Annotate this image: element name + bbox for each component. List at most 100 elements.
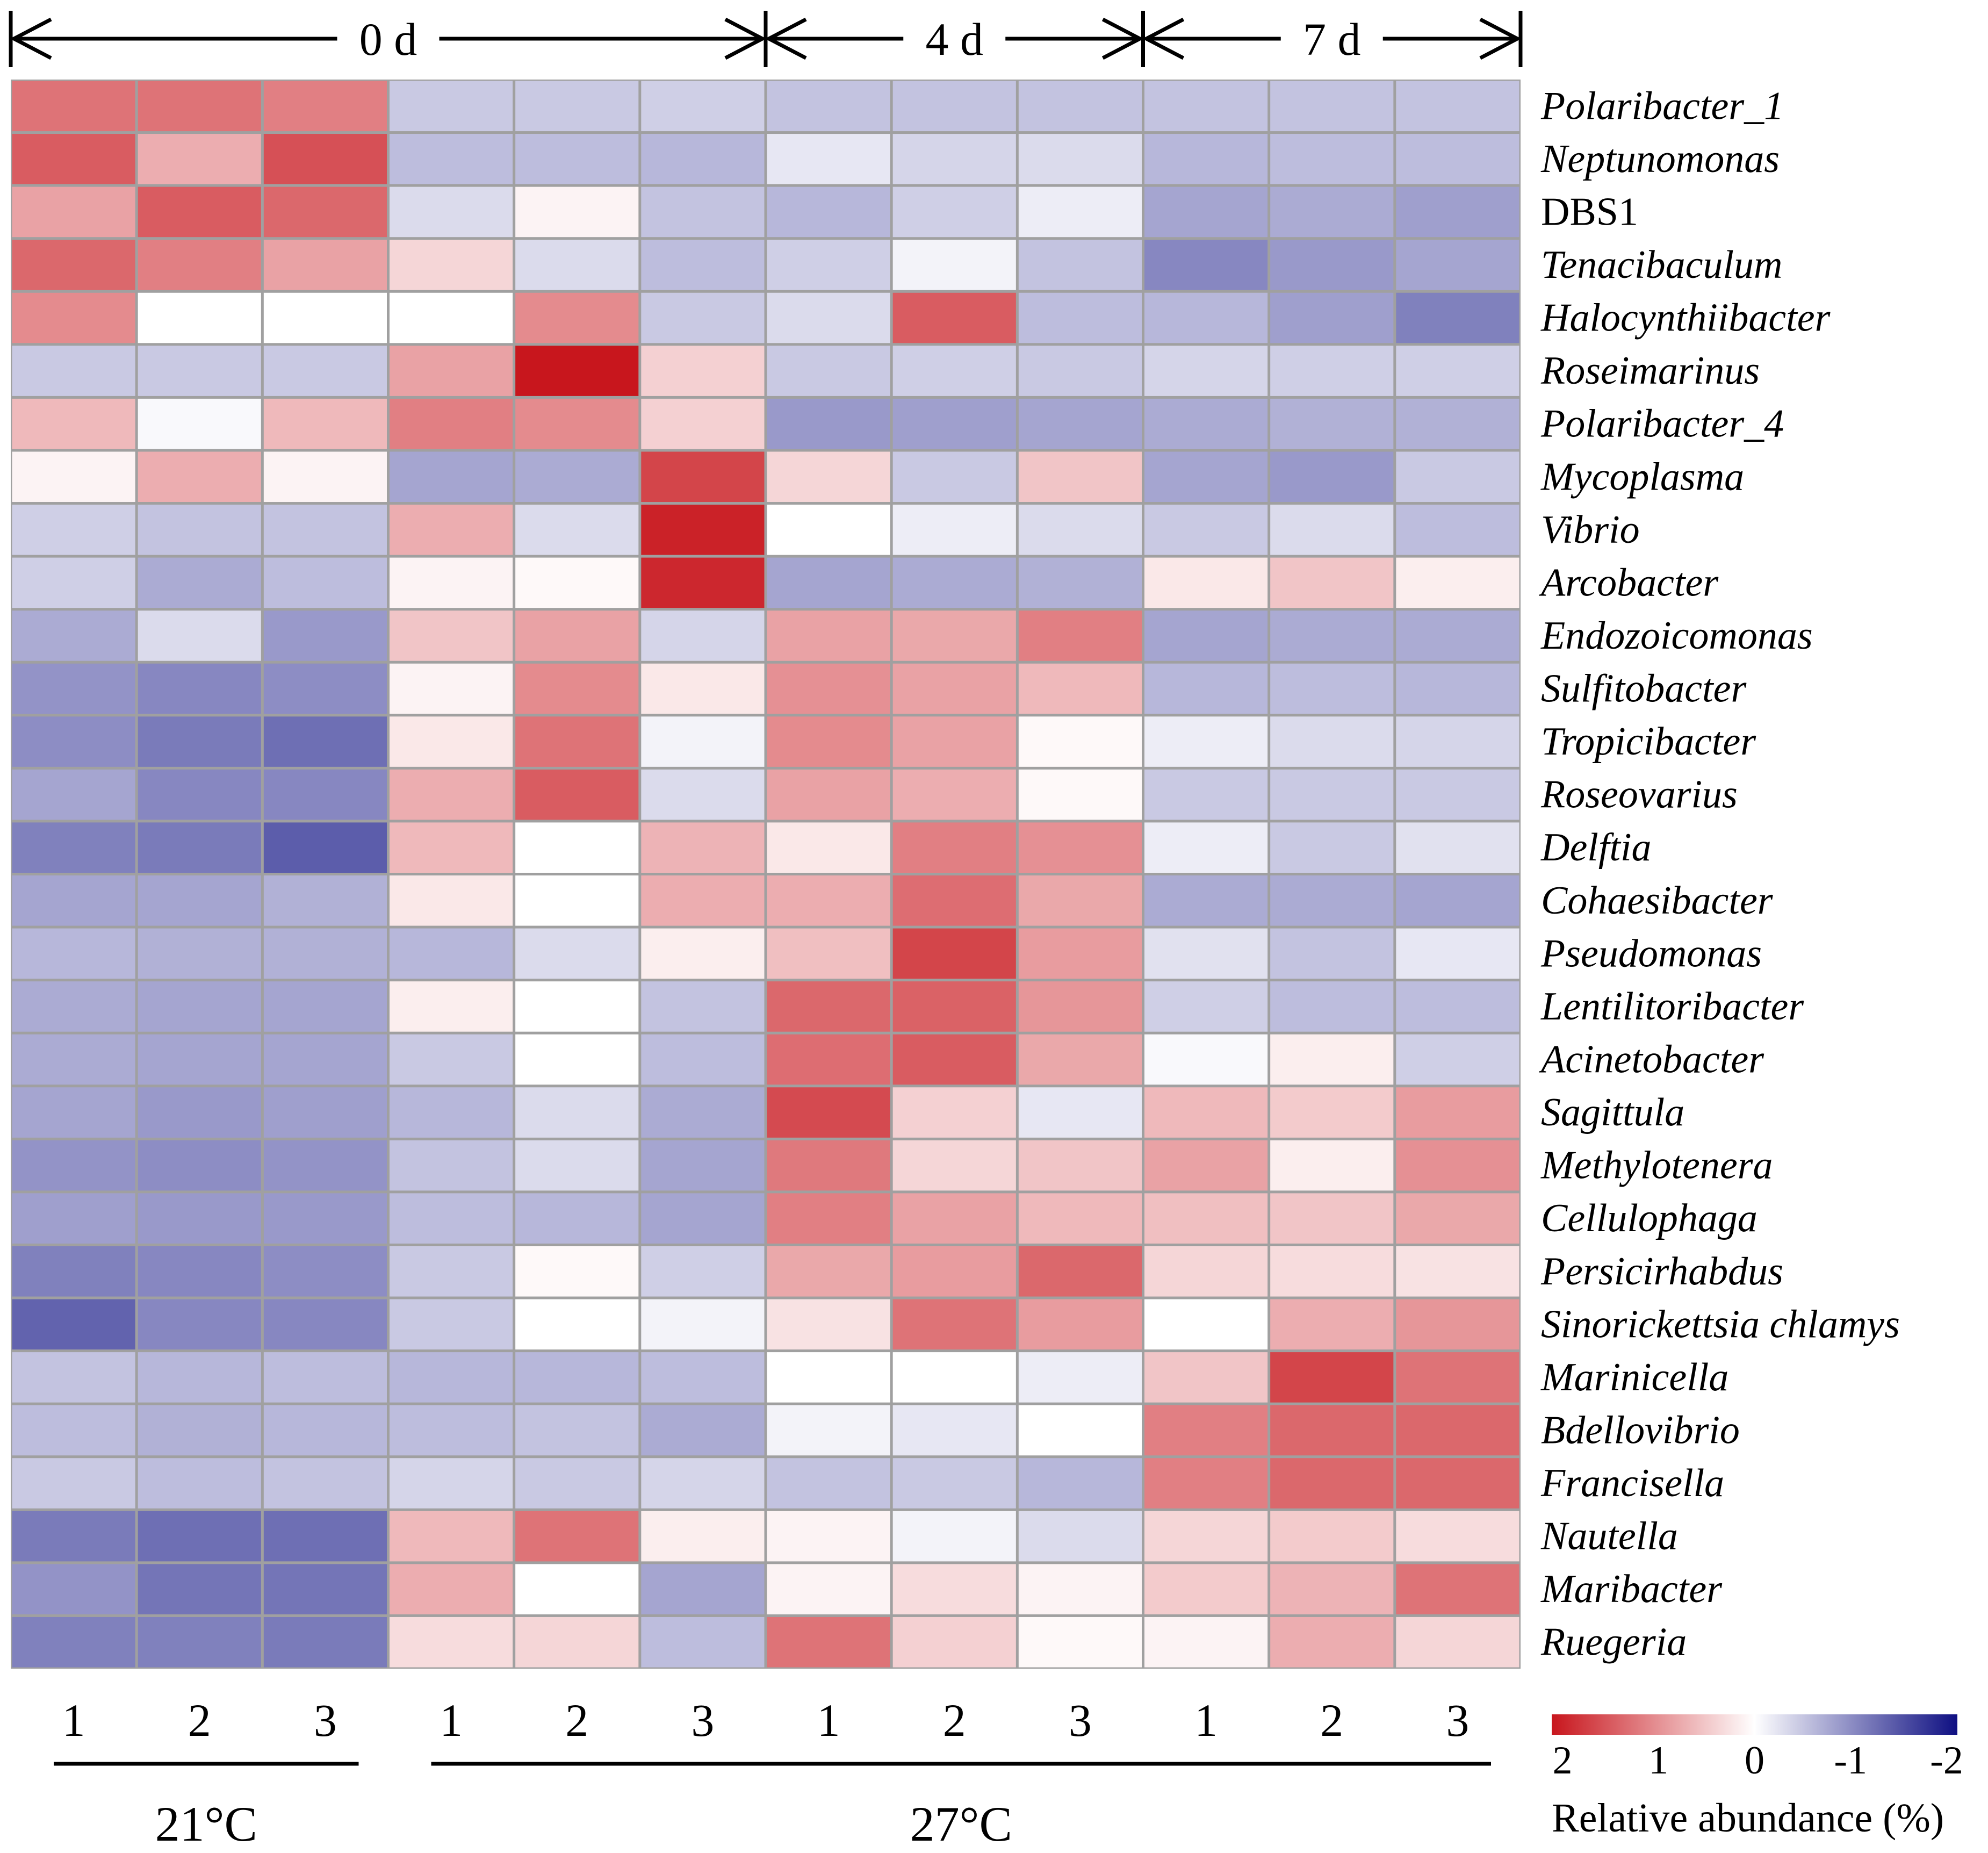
- heatmap-cell: [1396, 1246, 1519, 1297]
- heatmap-cell: [1396, 240, 1519, 290]
- heatmap-cell: [1018, 928, 1142, 979]
- heatmap-cell: [515, 398, 639, 449]
- heatmap-cell: [1270, 928, 1394, 979]
- arrowhead-left: [765, 17, 807, 60]
- heatmap-cell: [641, 398, 765, 449]
- row-label: Bdellovibrio: [1541, 1408, 1740, 1452]
- heatmap-cell: [263, 1564, 387, 1614]
- heatmap-cell: [263, 292, 387, 343]
- heatmap-cell: [1396, 451, 1519, 502]
- colorbar: 2 1 0 -1 -2 Relative abundance (%): [1552, 1714, 1963, 1841]
- heatmap-cell: [138, 1458, 261, 1509]
- heatmap-cell: [138, 981, 261, 1032]
- heatmap-cell: [263, 611, 387, 661]
- heatmap-cell: [1018, 1511, 1142, 1562]
- heatmap-cell: [390, 1299, 513, 1350]
- heatmap-cell: [1144, 822, 1268, 873]
- heatmap-cell: [1270, 1140, 1394, 1191]
- heatmap-cell: [1018, 1087, 1142, 1138]
- heatmap-cell: [12, 1140, 135, 1191]
- heatmap-cell: [1270, 557, 1394, 608]
- heatmap-cell: [1144, 1246, 1268, 1297]
- heatmap-cell: [1270, 1564, 1394, 1614]
- column-label: 2: [943, 1694, 966, 1746]
- heatmap-cell: [263, 1034, 387, 1085]
- heatmap-cell: [767, 716, 890, 767]
- row-label: Roseovarius: [1540, 773, 1738, 817]
- heatmap-cell: [1018, 398, 1142, 449]
- heatmap-cell: [12, 1193, 135, 1244]
- heatmap-cell: [515, 1034, 639, 1085]
- row-label: Lentilitoribacter: [1540, 985, 1804, 1029]
- time-group-0: 0 d: [9, 11, 768, 67]
- heatmap-cell: [1396, 398, 1519, 449]
- heatmap-cell: [263, 769, 387, 820]
- heatmap-cell: [892, 875, 1016, 926]
- heatmap-cell: [515, 1193, 639, 1244]
- heatmap-cell: [1018, 1299, 1142, 1350]
- heatmap-cell: [1018, 1034, 1142, 1085]
- heatmap-cell: [390, 1617, 513, 1668]
- heatmap-cell: [515, 346, 639, 396]
- heatmap-cell: [1144, 1458, 1268, 1509]
- time-group-2: 7 d: [1141, 11, 1523, 67]
- heatmap-cell: [767, 1034, 890, 1085]
- heatmap-cell: [767, 1511, 890, 1562]
- heatmap-cell: [515, 875, 639, 926]
- heatmap-cell: [12, 398, 135, 449]
- heatmap-cell: [138, 1511, 261, 1562]
- heatmap-cell: [390, 557, 513, 608]
- row-label: Mycoplasma: [1540, 455, 1744, 499]
- heatmap-cell: [263, 1352, 387, 1403]
- row-label: Polaribacter_1: [1540, 84, 1784, 128]
- temperature-group-0: 21°C: [54, 1762, 359, 1851]
- heatmap-cell: [515, 505, 639, 555]
- heatmap-cell: [138, 611, 261, 661]
- colorbar-tick: 0: [1745, 1739, 1764, 1783]
- heatmap-cell: [892, 611, 1016, 661]
- heatmap-cell: [1144, 186, 1268, 238]
- heatmap-cell: [1018, 875, 1142, 926]
- heatmap-cell: [892, 822, 1016, 873]
- heatmap-cell: [12, 981, 135, 1032]
- colorbar-tick: -1: [1834, 1739, 1867, 1783]
- heatmap-cell: [767, 134, 890, 184]
- heatmap-cell: [515, 611, 639, 661]
- heatmap-cell: [515, 557, 639, 608]
- heatmap-cell: [390, 875, 513, 926]
- column-label: 1: [1194, 1694, 1218, 1746]
- heatmap-cell: [12, 505, 135, 555]
- row-label: Acinetobacter: [1538, 1038, 1764, 1082]
- heatmap-cell: [641, 928, 765, 979]
- heatmap-cell: [767, 875, 890, 926]
- heatmap-cell: [1018, 451, 1142, 502]
- heatmap-cell: [767, 81, 890, 132]
- heatmap-cell: [641, 186, 765, 238]
- row-label: Persicirhabdus: [1540, 1249, 1783, 1294]
- column-label: 2: [1320, 1694, 1343, 1746]
- row-label: Arcobacter: [1538, 561, 1719, 605]
- heatmap-cell: [1144, 1617, 1268, 1668]
- heatmap-cell: [1396, 346, 1519, 396]
- heatmap-cell: [515, 1564, 639, 1614]
- heatmap-cell: [1144, 81, 1268, 132]
- heatmap-cell: [12, 240, 135, 290]
- heatmap-cell: [12, 451, 135, 502]
- heatmap-cell: [12, 134, 135, 184]
- row-label: Sinorickettsia chlamys: [1541, 1302, 1900, 1346]
- heatmap-cell: [12, 663, 135, 714]
- heatmap-cell: [1144, 981, 1268, 1032]
- heatmap-cell: [892, 981, 1016, 1032]
- heatmap-cell: [1144, 663, 1268, 714]
- heatmap-cell: [138, 186, 261, 238]
- row-label: Polaribacter_4: [1540, 402, 1784, 446]
- heatmap-cell: [12, 1405, 135, 1456]
- heatmap-cell: [390, 292, 513, 343]
- heatmap-cell: [263, 981, 387, 1032]
- heatmap-cell: [515, 928, 639, 979]
- temperature-group-1: 27°C: [431, 1762, 1491, 1851]
- heatmap-cell: [390, 1405, 513, 1456]
- heatmap-cell: [641, 822, 765, 873]
- heatmap-cell: [1270, 1299, 1394, 1350]
- heatmap-cell: [515, 292, 639, 343]
